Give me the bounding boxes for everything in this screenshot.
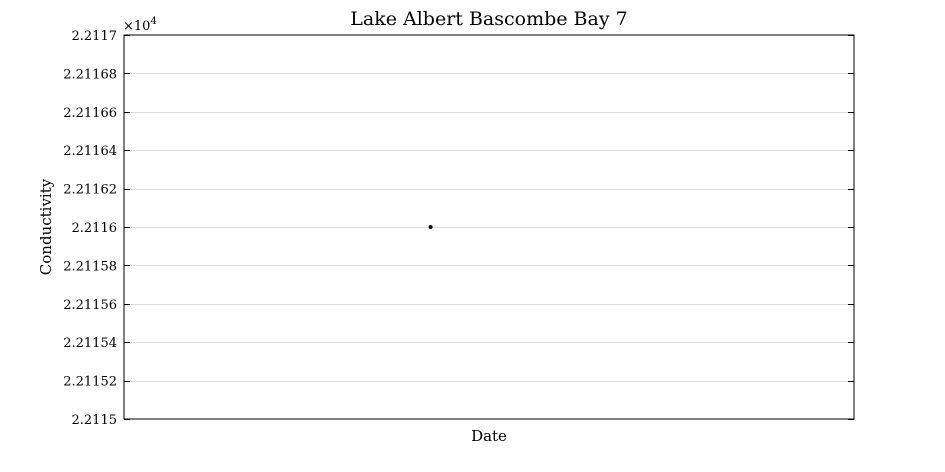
chart-title: Lake Albert Bascombe Bay 7: [350, 8, 627, 30]
y-tick-label: 2.2117: [72, 29, 118, 44]
y-tick-label: 2.2115: [72, 413, 118, 428]
x-axis-label: Date: [471, 427, 507, 445]
y-tick-labels: 2.2115 2.21152 2.21154 2.21156 2.21158 2.2116…: [63, 29, 117, 428]
y-exponent-label: ×104: [123, 16, 157, 34]
data-point: [428, 225, 433, 229]
y-tick-label: 2.2116: [72, 221, 118, 236]
data-points: [428, 225, 433, 229]
y-tick-label: 2.21164: [63, 144, 117, 159]
y-tick-label: 2.21156: [63, 298, 117, 313]
y-tick-label: 2.21154: [63, 336, 117, 351]
y-tick-label: 2.21168: [63, 67, 117, 82]
y-tick-label: 2.21166: [63, 106, 117, 121]
y-ticks: [124, 35, 854, 420]
y-tick-label: 2.21158: [63, 259, 117, 274]
grid-lines: [124, 73, 854, 382]
y-axis-label: Conductivity: [37, 178, 55, 275]
y-tick-label: 2.21162: [63, 183, 117, 198]
y-tick-label: 2.21152: [63, 375, 117, 390]
